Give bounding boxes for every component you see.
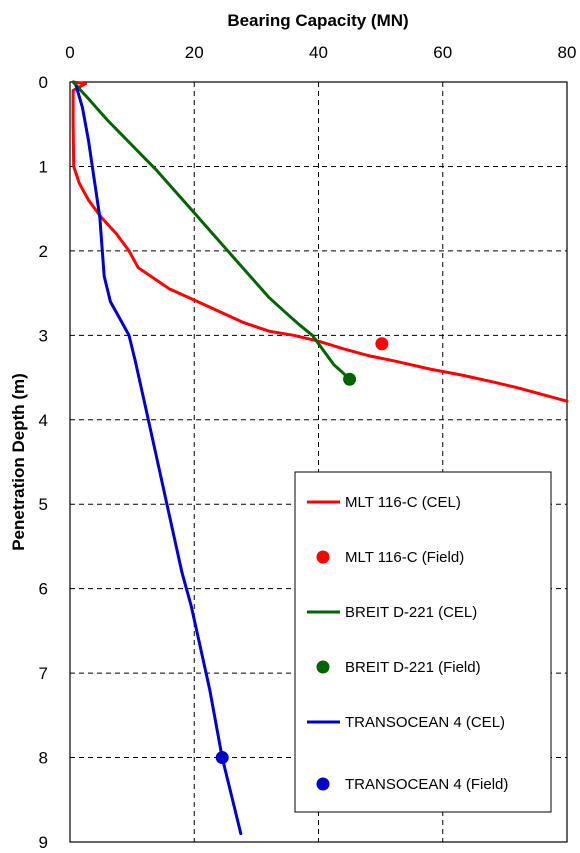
y-tick-label: 3 — [39, 326, 48, 345]
legend-label: BREIT D-221 (CEL) — [345, 604, 477, 621]
data-series — [71, 80, 569, 836]
y-tick-label: 4 — [39, 411, 48, 430]
legend-box — [294, 471, 552, 813]
legend-swatch-marker — [316, 550, 330, 564]
y-tick-labels: 0 1 2 3 4 5 6 7 8 9 — [39, 73, 48, 852]
legend-swatch-marker — [316, 660, 330, 674]
x-tick-label: 40 — [309, 43, 328, 62]
x-tick-label: 20 — [185, 43, 204, 62]
y-tick-label: 5 — [39, 495, 48, 514]
x-tick-label: 60 — [433, 43, 452, 62]
legend: MLT 116-C (CEL) MLT 116-C (Field) BREIT D-… — [294, 471, 552, 813]
data-point-mlt-116-c-field — [375, 337, 389, 351]
data-point-transocean-4-field — [215, 751, 229, 765]
series-line-mlt-116-c-cel — [71, 80, 569, 403]
y-tick-label: 0 — [39, 73, 48, 92]
legend-label: TRANSOCEAN 4 (CEL) — [345, 714, 505, 731]
y-tick-label: 6 — [39, 580, 48, 599]
y-tick-label: 1 — [39, 157, 48, 176]
x-axis-title: Bearing Capacity (MN) — [227, 11, 408, 30]
legend-label: MLT 116-C (Field) — [345, 549, 464, 566]
x-tick-labels: 0 20 40 60 80 — [65, 43, 576, 62]
y-tick-label: 7 — [39, 664, 48, 683]
y-axis-title: Penetration Depth (m) — [9, 373, 28, 551]
series-line-transocean-4-cel — [74, 84, 243, 836]
x-tick-label: 80 — [558, 43, 577, 62]
plot-area-border — [69, 81, 568, 843]
y-tick-label: 8 — [39, 749, 48, 768]
legend-label: MLT 116-C (CEL) — [345, 494, 461, 511]
legend-swatch-marker — [316, 777, 330, 791]
data-point-breit-d-221-field — [343, 372, 357, 386]
legend-label: BREIT D-221 (Field) — [345, 659, 481, 676]
y-tick-label: 9 — [39, 833, 48, 852]
y-tick-label: 2 — [39, 242, 48, 261]
x-tick-label: 0 — [65, 43, 74, 62]
legend-label: TRANSOCEAN 4 (Field) — [345, 776, 508, 793]
series-line-breit-d-221-cel — [71, 80, 352, 381]
